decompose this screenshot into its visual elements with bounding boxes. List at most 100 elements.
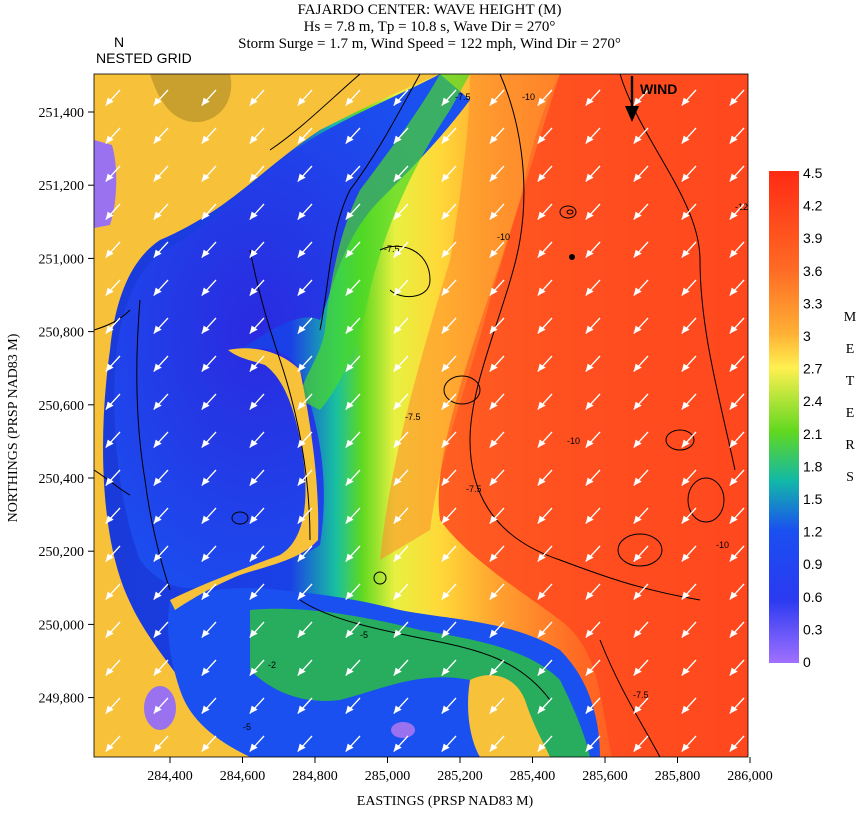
direction-arrowhead [585,515,594,524]
direction-arrowhead [537,135,546,144]
direction-arrowhead [729,591,738,600]
axes: 284,400 284,600 284,800 285,000 285,200 285,4… [39,106,773,784]
legend-tick-label: 4.5 [803,165,823,181]
direction-arrowhead [441,135,450,144]
high-wave-zone [438,74,748,757]
direction-arrowhead [633,591,642,600]
direction-arrowhead [489,705,498,714]
direction-arrowhead [633,667,642,676]
direction-arrowhead [537,249,546,258]
direction-arrowhead [681,249,690,258]
contour-label: -7.5 [633,690,649,700]
direction-arrowhead [393,287,402,296]
direction-arrowhead [537,401,546,410]
direction-arrowhead [441,287,450,296]
direction-arrowhead [297,287,306,296]
direction-arrowhead [393,325,402,334]
direction-arrowhead [489,249,498,258]
dry-patch-s [391,722,415,738]
contour-label: -10 [497,232,510,242]
legend-tick-label: 3 [803,328,811,344]
direction-arrowhead [201,591,210,600]
y-tick-label: 250,200 [39,545,85,560]
direction-arrowhead [585,287,594,296]
direction-arrowhead [249,401,258,410]
direction-arrowhead [249,629,258,638]
legend-tick-label: 3.3 [803,295,823,311]
direction-arrowhead [585,439,594,448]
direction-arrowhead [249,211,258,220]
contour-label: -5 [243,722,251,732]
direction-arrowhead [297,515,306,524]
direction-arrowhead [153,743,162,752]
direction-arrowhead [297,325,306,334]
direction-arrowhead [201,135,210,144]
legend-title-letter: M [843,310,857,325]
direction-arrowhead [537,211,546,220]
dry-patch-sw [144,686,176,730]
x-tick-label: 286,000 [727,769,773,784]
legend-tick-label: 2.1 [803,426,823,442]
direction-arrowhead [729,287,738,296]
legend-tick-label: 3.9 [803,230,823,246]
direction-arrowhead [345,173,354,182]
direction-arrowhead [393,363,402,372]
direction-arrowhead [585,211,594,220]
direction-arrowhead [537,743,546,752]
direction-arrowhead [249,705,258,714]
direction-arrowhead [729,325,738,334]
direction-arrowhead [585,629,594,638]
y-tick-label: 250,000 [39,618,85,633]
direction-arrowhead [105,135,114,144]
legend-tick-label: 3.6 [803,263,823,279]
legend-tick-label: 1.5 [803,491,823,507]
direction-arrowhead [105,553,114,562]
direction-arrowhead [153,363,162,372]
direction-arrowhead [105,363,114,372]
direction-arrowhead [633,135,642,144]
direction-arrowhead [153,629,162,638]
direction-arrowhead [201,439,210,448]
direction-arrowhead [153,401,162,410]
contour-label: -10 [567,436,580,446]
direction-arrowhead [681,477,690,486]
direction-arrowhead [393,477,402,486]
y-axis-label: NORTHINGS (PRSP NAD83 M) [6,333,21,523]
legend-tick-label: 0.3 [803,621,823,637]
direction-arrowhead [585,591,594,600]
direction-arrowhead [537,667,546,676]
direction-arrowhead [441,629,450,638]
direction-arrowhead [201,249,210,258]
direction-arrowhead [441,249,450,258]
direction-arrowhead [201,173,210,182]
direction-arrowhead [201,97,210,106]
direction-arrowhead [201,515,210,524]
direction-arrowhead [633,553,642,562]
color-legend: 4.5 4.2 3.9 3.6 3.3 3 2.7 2.4 2.1 1.8 1.5 1.2 0.9 0.6… [769,165,823,670]
direction-arrowhead [153,211,162,220]
direction-arrowhead [537,363,546,372]
direction-arrowhead [201,211,210,220]
direction-arrowhead [201,553,210,562]
direction-arrowhead [729,173,738,182]
direction-arrowhead [489,97,498,106]
shore-green-strip [300,74,470,410]
grid-label: NESTED GRID [96,50,192,66]
direction-arrowhead [729,439,738,448]
direction-arrowhead [345,477,354,486]
direction-arrowhead [681,97,690,106]
direction-arrowhead [153,173,162,182]
plot-area: -10 -7.5 -10 -12.5 -7.5 -7.5 -10 -10 -7.… [94,74,748,757]
land-south [468,675,550,757]
x-axis-label: EASTINGS (PRSP NAD83 M) [356,794,534,809]
direction-arrowhead [537,553,546,562]
direction-arrowhead [729,97,738,106]
direction-arrowhead [489,553,498,562]
direction-arrowhead [585,363,594,372]
direction-arrowhead [441,97,450,106]
legend-tick-label: 0.6 [803,589,823,605]
direction-arrowhead [153,97,162,106]
direction-arrowhead [585,477,594,486]
direction-arrowhead [297,135,306,144]
